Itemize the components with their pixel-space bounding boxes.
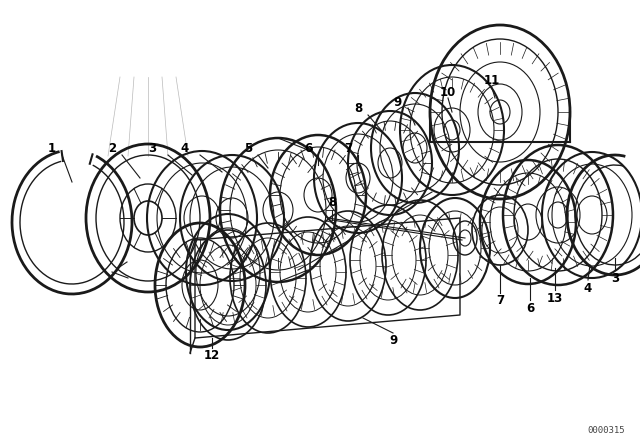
Text: 6: 6 [304, 142, 312, 155]
Text: 9: 9 [389, 333, 397, 346]
Text: 3: 3 [611, 271, 619, 284]
Text: 5: 5 [244, 142, 252, 155]
Text: 11: 11 [484, 73, 500, 86]
Text: 8: 8 [354, 102, 362, 115]
Text: 8: 8 [328, 195, 336, 208]
Text: 10: 10 [440, 86, 456, 99]
Text: 3: 3 [148, 142, 156, 155]
Text: 13: 13 [547, 292, 563, 305]
Text: 7: 7 [344, 142, 352, 155]
Text: 7: 7 [496, 293, 504, 306]
Text: 4: 4 [584, 281, 592, 294]
Text: 12: 12 [204, 349, 220, 362]
Text: 0000315: 0000315 [588, 426, 625, 435]
Text: 6: 6 [526, 302, 534, 314]
Text: 4: 4 [181, 142, 189, 155]
Text: 2: 2 [108, 142, 116, 155]
Text: 1: 1 [48, 142, 56, 155]
Text: 9: 9 [394, 95, 402, 108]
